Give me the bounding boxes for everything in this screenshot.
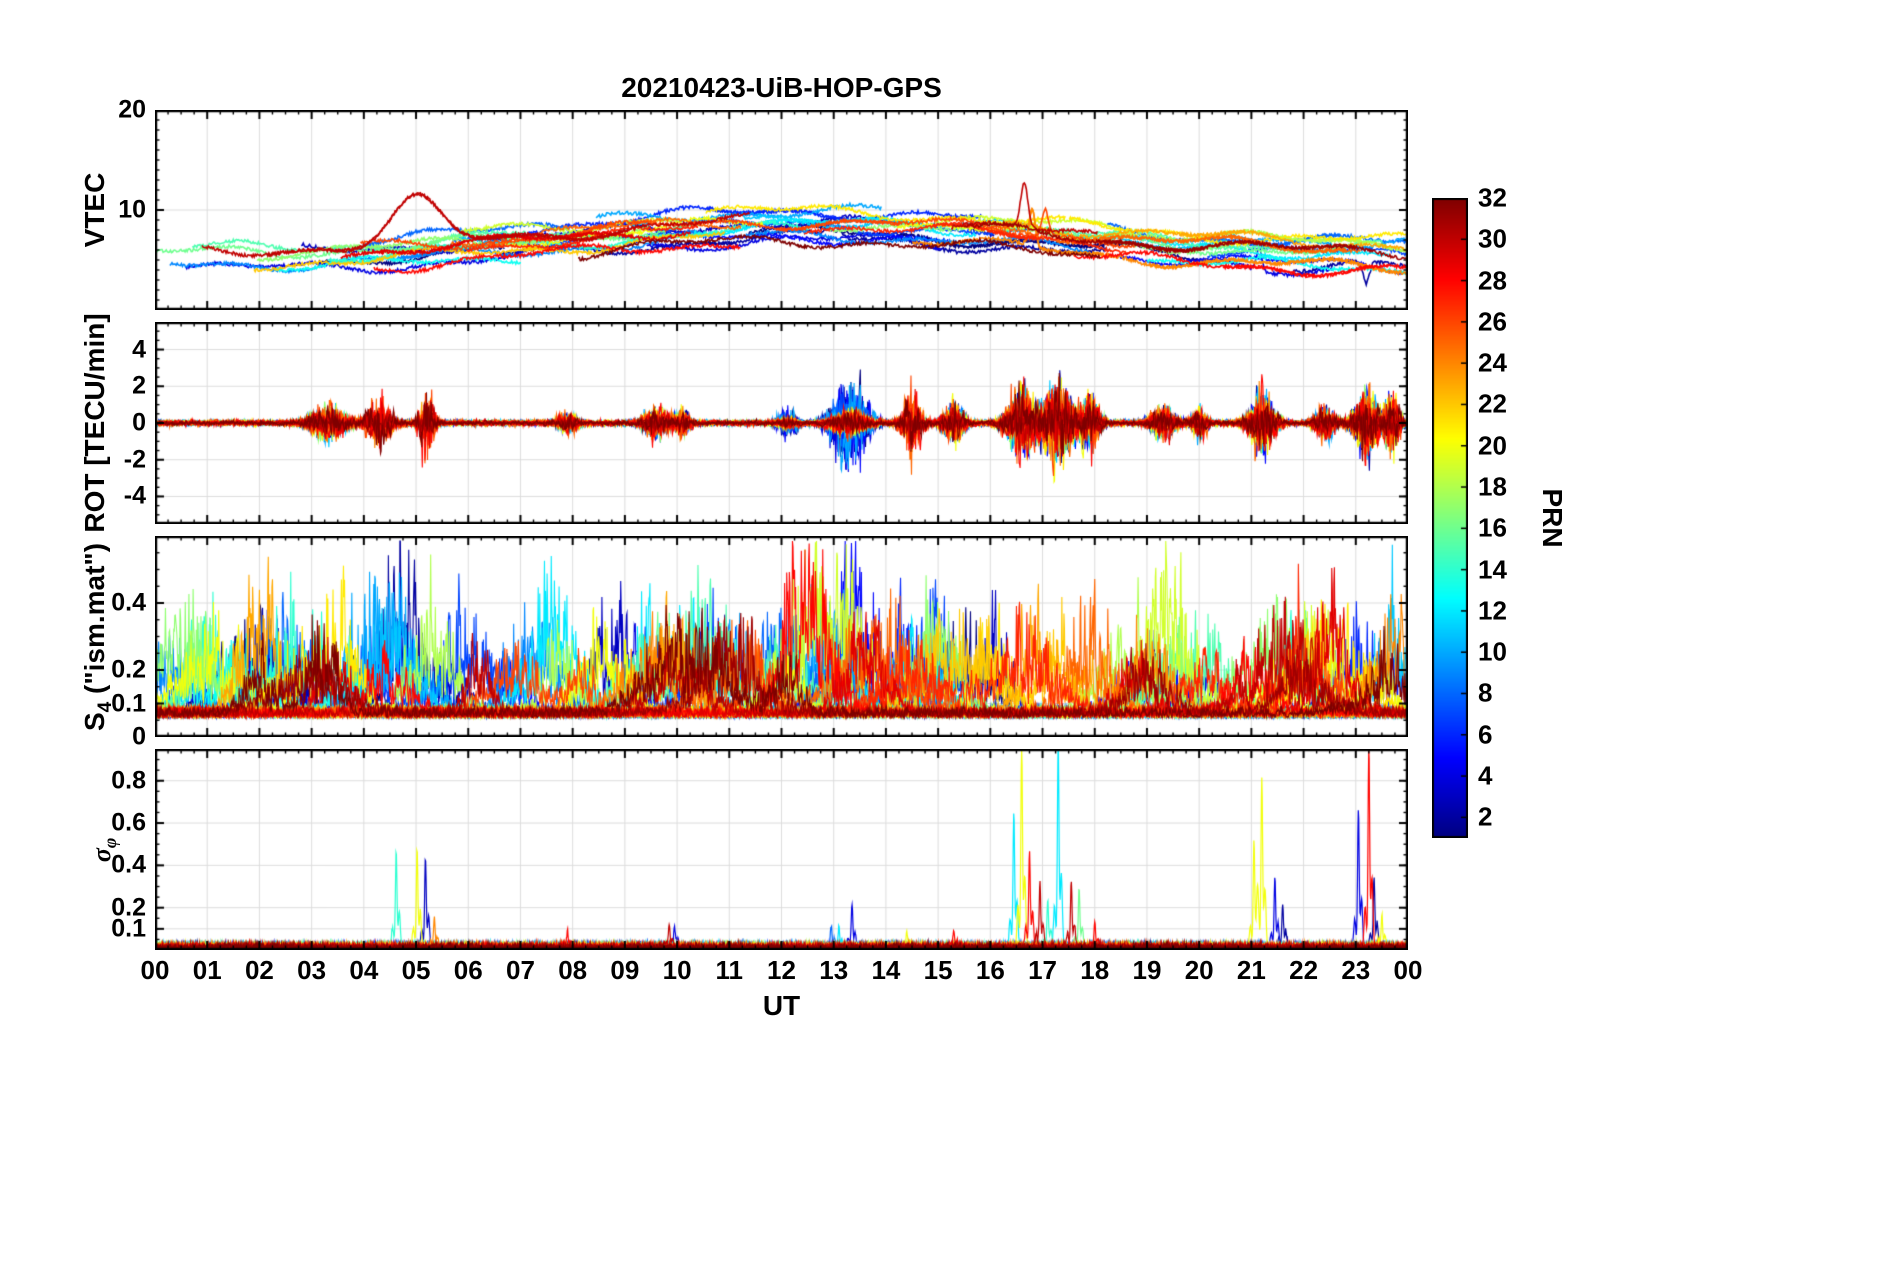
y-tick-label: -2 (123, 445, 146, 474)
x-tick-label: 18 (1080, 955, 1110, 985)
rot-plot-canvas (155, 322, 1408, 524)
s4-axis-label-text: S (79, 712, 111, 732)
y-tick-label: 0.6 (111, 808, 146, 837)
vtec-panel (155, 110, 1408, 310)
colorbar-tick-label: 14 (1478, 554, 1507, 585)
prn-colorbar (1432, 198, 1468, 843)
x-tick-label: 11 (715, 955, 744, 985)
s4-panel (155, 536, 1408, 737)
x-tick-label: 03 (297, 955, 327, 985)
y-tick-label: 0.8 (111, 766, 146, 795)
x-tick-label: 01 (192, 955, 222, 985)
x-axis-label: UT (762, 990, 801, 1021)
y-tick-label: 0.4 (111, 588, 146, 617)
x-tick-label: 21 (1236, 955, 1266, 985)
colorbar-tick-label: 20 (1478, 430, 1507, 461)
x-tick-label: 04 (349, 955, 379, 985)
colorbar-tick-label: 22 (1478, 388, 1507, 419)
x-tick-label: 12 (767, 955, 796, 985)
y-tick-label: 0.1 (111, 914, 146, 943)
colorbar-tick-label: 6 (1478, 719, 1493, 750)
x-tick-label: 16 (975, 955, 1005, 985)
x-tick-label: 09 (610, 955, 640, 985)
vtec-plot-canvas (155, 110, 1408, 310)
x-tick-label: 13 (819, 955, 849, 985)
y-tick-label: 4 (132, 335, 146, 364)
rot-panel (155, 322, 1408, 524)
colorbar-tick-label: 18 (1478, 471, 1507, 502)
colorbar-tick-label: 4 (1478, 760, 1493, 791)
x-tick-label: 23 (1341, 955, 1371, 985)
colorbar-tick-label: 24 (1478, 347, 1507, 378)
x-tick-label: 07 (505, 955, 535, 985)
x-tick-label: 10 (662, 955, 692, 985)
colorbar-tick-label: 8 (1478, 677, 1493, 708)
x-tick-label: 00 (140, 955, 170, 985)
colorbar-tick-label: 16 (1478, 512, 1507, 543)
chart-title: 20210423-UiB-HOP-GPS (621, 72, 942, 103)
y-tick-label: -4 (123, 481, 146, 510)
x-tick-label: 02 (244, 955, 274, 985)
x-tick-label: 08 (558, 955, 588, 985)
rot-axis-label: ROT [TECU/min] (79, 313, 117, 532)
s4-plot-canvas (155, 536, 1408, 737)
s4-axis-label-post: ("ism.mat") (79, 542, 111, 702)
y-tick-label: 0 (132, 408, 146, 437)
y-tick-label: 0.1 (111, 689, 146, 717)
colorbar-tick-label: 10 (1478, 636, 1507, 667)
rot-axis-label-text: ROT [TECU/min] (79, 313, 111, 533)
x-tick-label: 14 (871, 955, 901, 985)
colorbar-axis-label: PRN (1537, 488, 1568, 548)
prn-colorbar-canvas (1432, 198, 1468, 838)
x-tick-label: 15 (923, 955, 953, 985)
sigma-phi-panel (155, 749, 1408, 950)
colorbar-tick-label: 26 (1478, 306, 1507, 337)
sigma-phi-plot-canvas (155, 749, 1408, 950)
y-tick-label: 2 (132, 371, 146, 400)
sigma-phi-axis-label-sub: φ (100, 837, 121, 849)
x-tick-label: 00 (1393, 955, 1423, 985)
x-tick-label: 06 (453, 955, 483, 985)
x-tick-label: 17 (1028, 955, 1057, 985)
y-tick-label: 0.2 (111, 655, 146, 684)
x-tick-label: 19 (1132, 955, 1162, 985)
colorbar-tick-label: 28 (1478, 265, 1507, 296)
colorbar-tick-label: 12 (1478, 595, 1507, 626)
y-tick-label: 0.2 (111, 893, 146, 922)
y-tick-label: 10 (118, 195, 146, 224)
colorbar-tick-label: 32 (1478, 182, 1507, 213)
y-tick-label: 0 (132, 722, 146, 751)
y-tick-label: 20 (118, 95, 146, 124)
colorbar-tick-label: 30 (1478, 223, 1507, 254)
x-tick-label: 20 (1184, 955, 1214, 985)
colorbar-tick-label: 2 (1478, 801, 1493, 832)
vtec-axis-label-text: VTEC (79, 172, 111, 248)
y-tick-label: 0.4 (111, 850, 146, 879)
x-tick-label: 05 (401, 955, 431, 985)
vtec-axis-label: VTEC (79, 173, 117, 248)
x-tick-label: 22 (1289, 955, 1319, 985)
